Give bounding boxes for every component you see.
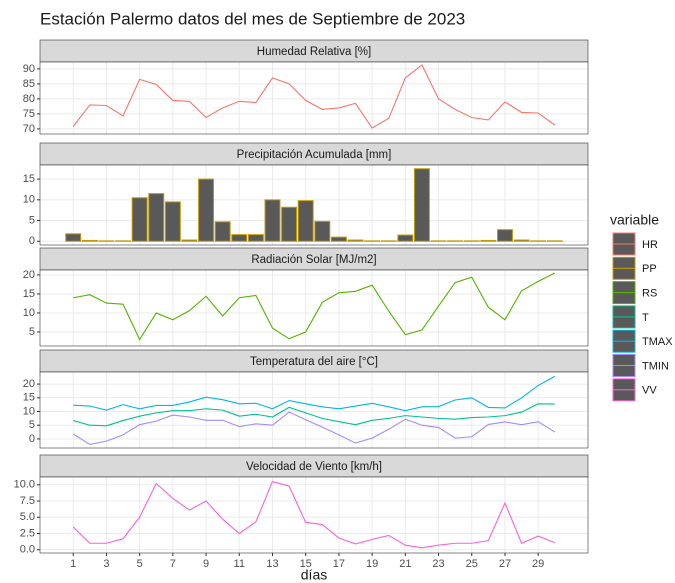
bar	[496, 229, 513, 242]
y-tick-label: 10	[23, 194, 35, 206]
panel-border	[39, 164, 589, 246]
y-tick-label: 0	[29, 433, 35, 445]
strip-title: Precipitación Acumulada [mm]	[237, 149, 392, 161]
bar	[198, 178, 215, 242]
bar	[397, 234, 414, 242]
bar	[413, 168, 430, 242]
x-tick-label: 17	[333, 558, 345, 570]
y-tick-label: 10	[23, 307, 35, 319]
bar	[81, 239, 98, 242]
panel	[40, 372, 588, 448]
bar	[131, 197, 148, 242]
x-axis-label: días	[301, 567, 327, 583]
x-tick-label: 19	[366, 558, 378, 570]
x-tick-label: 3	[103, 558, 109, 570]
line	[72, 411, 556, 446]
bar	[181, 239, 198, 242]
bar	[65, 233, 82, 242]
bar	[148, 193, 165, 242]
legend-label: TMIN	[642, 360, 669, 372]
y-tick-label: 70	[23, 123, 35, 135]
y-tick-label: 5	[29, 419, 35, 431]
x-tick-label: 11	[234, 558, 245, 570]
bar	[264, 199, 281, 242]
legend-label: PP	[642, 263, 657, 275]
y-tick-label: 0	[29, 235, 35, 247]
bar	[480, 239, 497, 242]
x-tick-label: 15	[300, 558, 312, 570]
legend-label: TMAX	[642, 336, 673, 348]
y-tick-label: 10	[23, 405, 35, 417]
line	[72, 64, 556, 129]
legend-label: VV	[642, 385, 657, 397]
x-tick-label: 23	[432, 558, 444, 570]
x-tick-label: 13	[266, 558, 278, 570]
bar	[330, 236, 347, 242]
line	[73, 403, 555, 427]
line	[73, 272, 556, 341]
strip-title: Temperatura del aire [°C]	[250, 356, 378, 368]
y-tick-label: 7.5	[20, 495, 35, 507]
bar	[347, 239, 364, 242]
strip-title: Humedad Relativa [%]	[257, 46, 371, 58]
y-tick-label: 5	[29, 214, 35, 226]
y-tick-label: 15	[23, 392, 35, 404]
x-tick-label: 1	[70, 558, 76, 570]
y-tick-label: 5.0	[20, 511, 35, 523]
x-tick-label: 5	[137, 558, 143, 570]
y-tick-label: 0.0	[20, 544, 35, 556]
bar	[247, 234, 264, 242]
y-tick-label: 15	[23, 173, 35, 185]
y-tick-label: 75	[23, 108, 35, 120]
panel	[40, 270, 588, 346]
x-tick-label: 7	[170, 558, 176, 570]
line	[73, 375, 556, 412]
chart-title: Estación Palermo datos del mes de Septie…	[40, 9, 465, 28]
panel-border	[39, 476, 589, 554]
panel-border	[39, 61, 589, 135]
x-tick-label: 29	[532, 558, 544, 570]
bar	[314, 220, 331, 242]
y-tick-label: 10.0	[14, 479, 35, 491]
x-tick-label: 27	[499, 558, 511, 570]
y-tick-label: 85	[23, 78, 35, 90]
y-tick-label: 20	[23, 269, 35, 281]
bar	[231, 234, 248, 242]
y-tick-label: 90	[23, 63, 35, 75]
panel-border	[39, 269, 589, 347]
y-tick-label: 80	[23, 93, 35, 105]
bar	[214, 221, 231, 242]
legend-label: RS	[642, 288, 657, 300]
panel-border	[39, 371, 589, 449]
legend-label: T	[642, 312, 649, 324]
strip-title: Radiación Solar [MJ/m2]	[251, 254, 376, 266]
x-tick-label: 25	[466, 558, 478, 570]
bar	[281, 206, 298, 242]
panel	[40, 62, 588, 134]
y-tick-label: 15	[23, 288, 35, 300]
bar	[164, 201, 181, 242]
line	[72, 480, 555, 549]
y-tick-label: 5	[29, 326, 35, 338]
x-tick-label: 21	[399, 558, 411, 570]
y-tick-label: 2.5	[20, 527, 35, 539]
y-tick-label: 20	[23, 378, 35, 390]
panel	[40, 477, 588, 553]
x-tick-label: 9	[203, 558, 209, 570]
legend-label: HR	[642, 239, 658, 251]
strip-title: Velocidad de Viento [km/h]	[246, 461, 382, 473]
panel	[40, 165, 588, 245]
legend-title: variable	[610, 212, 659, 228]
bar	[513, 239, 530, 242]
bar	[297, 200, 314, 242]
